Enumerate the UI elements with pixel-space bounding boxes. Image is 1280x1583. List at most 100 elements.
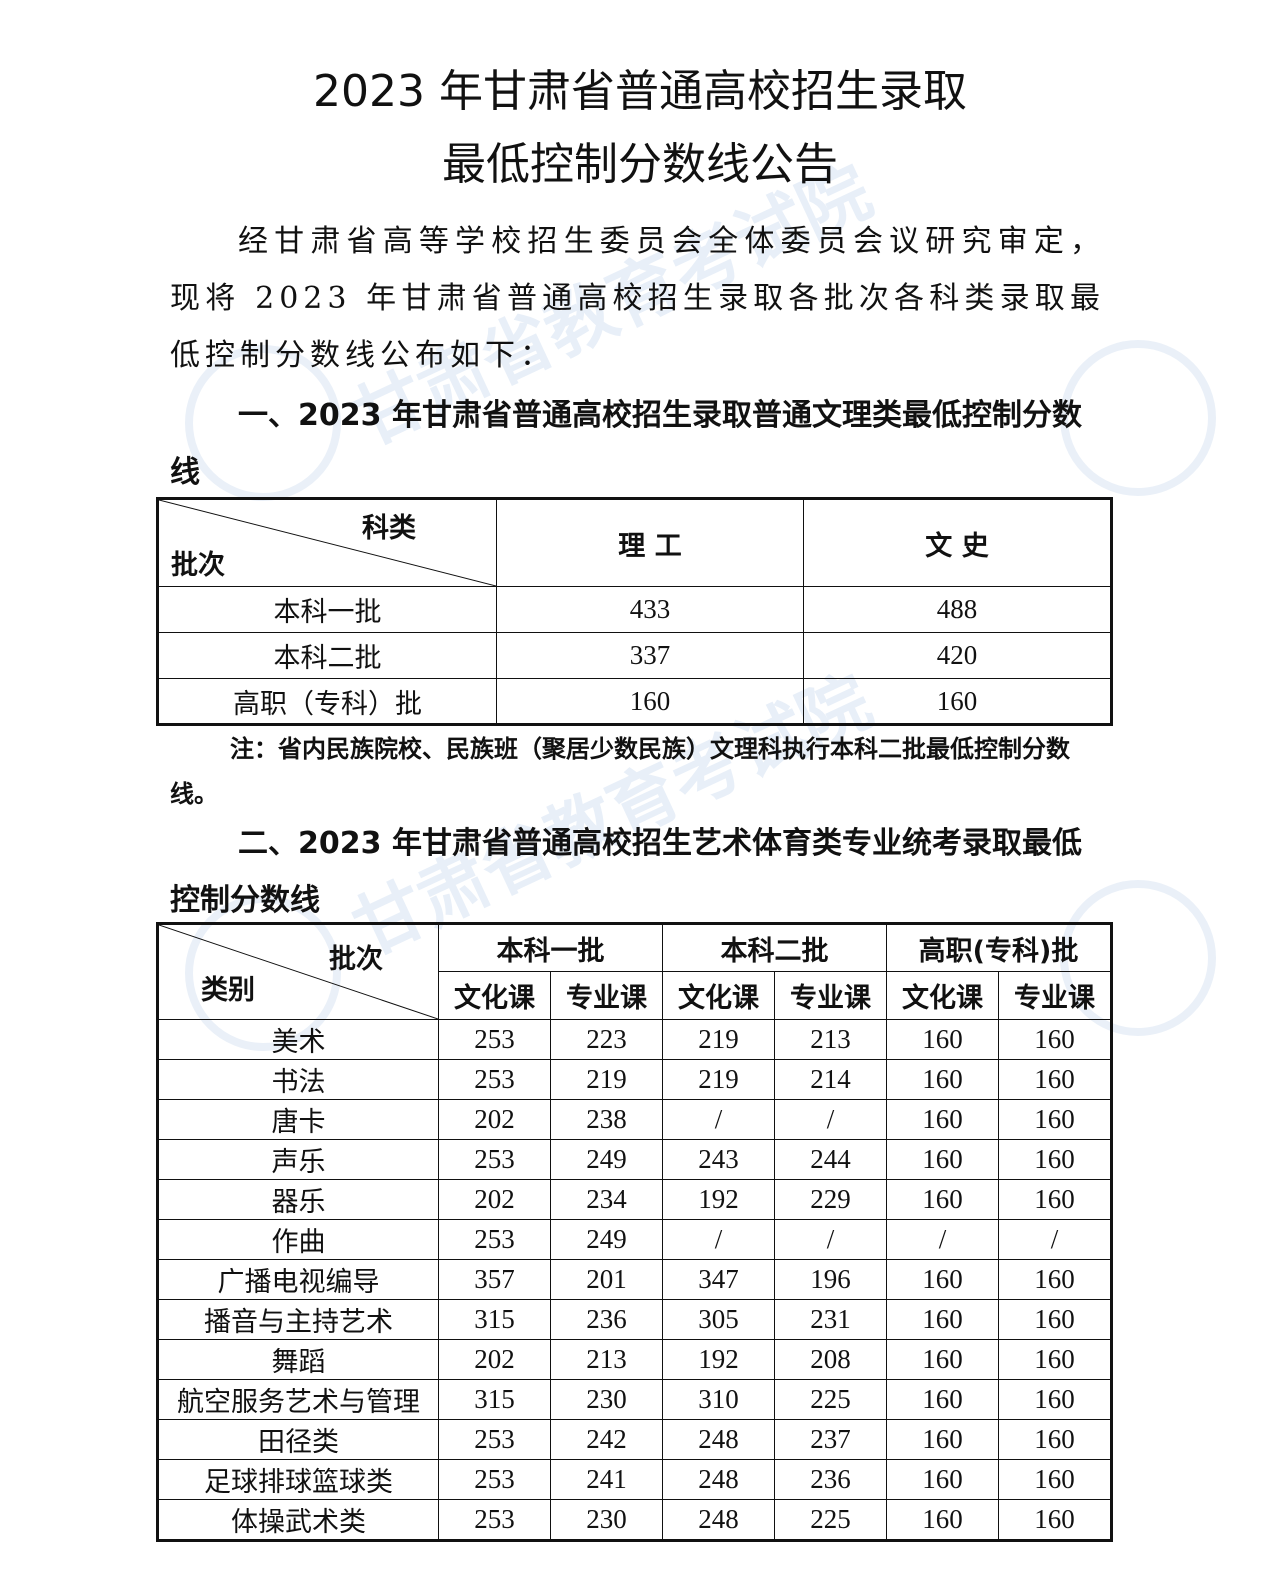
- score-cell: 337: [496, 632, 804, 679]
- score-cell: 160: [998, 1139, 1112, 1180]
- score-cell: 253: [438, 1459, 551, 1500]
- column-header: 文 史: [803, 498, 1112, 587]
- liberal-science-score-table: 科类 批次 理 工 文 史 本科一批 433 488 本科二批 337 420 …: [156, 497, 1113, 726]
- art-sports-score-table: 批次 类别 本科一批 本科二批 高职(专科)批 文化课 专业课 文化课 专业课 文化课专…: [156, 922, 1113, 1542]
- table-corner-header: 科类 批次: [157, 498, 497, 587]
- table-corner-header: 批次 类别: [157, 923, 439, 1020]
- score-cell: 160: [998, 1379, 1112, 1420]
- table-row: 美术 253 223 219 213 160 160: [157, 1019, 1112, 1060]
- score-cell: 160: [886, 1139, 999, 1180]
- score-cell: 253: [438, 1499, 551, 1541]
- score-cell: 160: [886, 1179, 999, 1220]
- score-cell: 160: [886, 1459, 999, 1500]
- subcolumn-header: 专业课: [550, 971, 663, 1020]
- corner-top-label: 批次: [329, 944, 383, 975]
- score-cell: 160: [998, 1499, 1112, 1541]
- intro-paragraph: 经甘肃省高等学校招生委员会全体委员会议研究审定，现将 2023 年甘肃省普通高校…: [170, 224, 1105, 373]
- batch-cell: 本科二批: [157, 632, 497, 679]
- score-cell: 243: [662, 1139, 775, 1180]
- table-row: 播音与主持艺术 315 236 305 231 160 160: [157, 1299, 1112, 1340]
- score-cell: 315: [438, 1379, 551, 1420]
- category-cell: 田径类: [157, 1419, 439, 1460]
- subcolumn-header: 专业课: [774, 971, 887, 1020]
- score-cell: 244: [774, 1139, 887, 1180]
- column-header: 理 工: [496, 498, 804, 587]
- corner-bottom-label: 类别: [201, 975, 255, 1006]
- document-title-line2: 最低控制分数线公告: [442, 139, 838, 190]
- score-cell: 229: [774, 1179, 887, 1220]
- category-cell: 声乐: [157, 1139, 439, 1180]
- score-cell: 249: [550, 1219, 663, 1260]
- category-cell: 航空服务艺术与管理: [157, 1379, 439, 1420]
- table-row: 航空服务艺术与管理 315 230 310 225 160 160: [157, 1379, 1112, 1420]
- table-row: 声乐 253 249 243 244 160 160: [157, 1139, 1112, 1180]
- subcolumn-header: 文化课: [662, 971, 775, 1020]
- score-cell: 192: [662, 1179, 775, 1220]
- score-cell: 219: [550, 1059, 663, 1100]
- table-row: 本科一批 433 488: [157, 586, 1112, 633]
- score-cell: 160: [886, 1299, 999, 1340]
- table-row: 本科二批 337 420: [157, 632, 1112, 679]
- score-cell: 202: [438, 1179, 551, 1220]
- score-cell: /: [662, 1219, 775, 1260]
- score-cell: 253: [438, 1219, 551, 1260]
- corner-top-label: 科类: [362, 513, 416, 544]
- score-cell: 160: [886, 1059, 999, 1100]
- score-cell: 238: [550, 1099, 663, 1140]
- score-cell: 219: [662, 1059, 775, 1100]
- score-cell: 253: [438, 1419, 551, 1460]
- category-cell: 足球排球篮球类: [157, 1459, 439, 1500]
- score-cell: 248: [662, 1459, 775, 1500]
- score-cell: /: [886, 1219, 999, 1260]
- score-cell: 192: [662, 1339, 775, 1380]
- category-cell: 器乐: [157, 1179, 439, 1220]
- score-cell: 488: [803, 586, 1112, 633]
- score-cell: 160: [998, 1419, 1112, 1460]
- category-cell: 作曲: [157, 1219, 439, 1260]
- table-row: 书法 253 219 219 214 160 160: [157, 1059, 1112, 1100]
- section2-heading: 二、2023 年甘肃省普通高校招生艺术体育类专业统考录取最低控制分数线: [170, 826, 1082, 918]
- score-cell: 160: [998, 1179, 1112, 1220]
- score-cell: 196: [774, 1259, 887, 1300]
- score-cell: 225: [774, 1499, 887, 1541]
- score-cell: 433: [496, 586, 804, 633]
- score-cell: 213: [774, 1019, 887, 1060]
- score-cell: 236: [550, 1299, 663, 1340]
- score-cell: 236: [774, 1459, 887, 1500]
- score-cell: /: [662, 1099, 775, 1140]
- score-cell: /: [774, 1219, 887, 1260]
- score-cell: 420: [803, 632, 1112, 679]
- score-cell: 305: [662, 1299, 775, 1340]
- category-cell: 美术: [157, 1019, 439, 1060]
- score-cell: 310: [662, 1379, 775, 1420]
- table-row: 足球排球篮球类 253 241 248 236 160 160: [157, 1459, 1112, 1500]
- score-cell: 357: [438, 1259, 551, 1300]
- score-cell: 160: [998, 1099, 1112, 1140]
- score-cell: 160: [886, 1419, 999, 1460]
- score-cell: 231: [774, 1299, 887, 1340]
- category-cell: 体操武术类: [157, 1499, 439, 1541]
- batch-header: 高职(专科)批: [886, 923, 1112, 972]
- score-cell: 315: [438, 1299, 551, 1340]
- score-cell: 219: [662, 1019, 775, 1060]
- score-cell: 160: [886, 1099, 999, 1140]
- score-cell: /: [774, 1099, 887, 1140]
- table-row: 器乐 202 234 192 229 160 160: [157, 1179, 1112, 1220]
- score-cell: 160: [998, 1339, 1112, 1380]
- table-row: 广播电视编导 357 201 347 196 160 160: [157, 1259, 1112, 1300]
- table-row: 高职（专科）批 160 160: [157, 678, 1112, 725]
- table-row: 体操武术类 253 230 248 225 160 160: [157, 1499, 1112, 1541]
- score-cell: 249: [550, 1139, 663, 1180]
- subcolumn-header: 专业课: [998, 971, 1112, 1020]
- score-cell: 234: [550, 1179, 663, 1220]
- score-cell: 248: [662, 1419, 775, 1460]
- score-cell: 160: [886, 1499, 999, 1541]
- score-cell: 347: [662, 1259, 775, 1300]
- score-cell: 223: [550, 1019, 663, 1060]
- score-cell: 160: [496, 678, 804, 725]
- score-cell: 214: [774, 1059, 887, 1100]
- category-cell: 书法: [157, 1059, 439, 1100]
- score-cell: 253: [438, 1139, 551, 1180]
- score-cell: 160: [886, 1339, 999, 1380]
- table-row: 田径类 253 242 248 237 160 160: [157, 1419, 1112, 1460]
